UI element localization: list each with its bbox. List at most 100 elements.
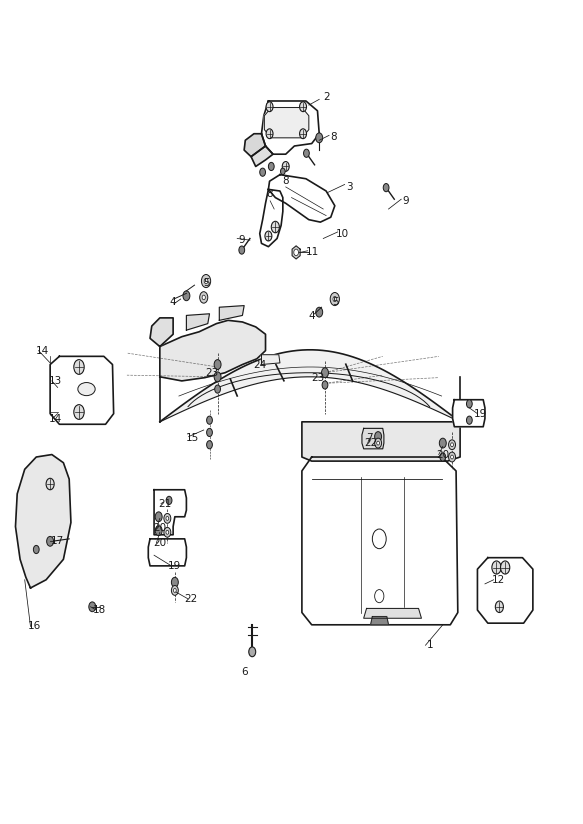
Circle shape bbox=[451, 442, 454, 447]
Circle shape bbox=[304, 149, 310, 157]
Circle shape bbox=[204, 279, 208, 283]
Text: 9: 9 bbox=[402, 196, 409, 206]
Polygon shape bbox=[362, 428, 384, 449]
Circle shape bbox=[206, 428, 212, 437]
Text: 7: 7 bbox=[366, 433, 373, 443]
Text: 23: 23 bbox=[205, 368, 219, 377]
Polygon shape bbox=[160, 350, 460, 422]
Polygon shape bbox=[452, 400, 485, 427]
Circle shape bbox=[322, 368, 328, 377]
Text: 14: 14 bbox=[36, 345, 48, 356]
Circle shape bbox=[330, 293, 339, 306]
Polygon shape bbox=[16, 455, 71, 588]
Text: 10: 10 bbox=[336, 228, 349, 239]
Polygon shape bbox=[50, 356, 114, 424]
Circle shape bbox=[33, 545, 39, 554]
Text: 5: 5 bbox=[203, 278, 209, 288]
Text: 16: 16 bbox=[28, 621, 41, 631]
Polygon shape bbox=[264, 108, 309, 138]
Polygon shape bbox=[302, 422, 460, 461]
Circle shape bbox=[375, 432, 382, 442]
Circle shape bbox=[183, 291, 190, 301]
Polygon shape bbox=[244, 133, 265, 157]
Circle shape bbox=[451, 455, 454, 459]
Polygon shape bbox=[150, 318, 173, 347]
Polygon shape bbox=[148, 539, 187, 566]
Circle shape bbox=[214, 372, 221, 382]
Circle shape bbox=[383, 184, 389, 192]
Text: 8: 8 bbox=[282, 176, 289, 186]
Circle shape bbox=[316, 307, 322, 317]
Circle shape bbox=[300, 129, 307, 138]
Text: 22: 22 bbox=[364, 438, 378, 448]
Circle shape bbox=[47, 536, 54, 546]
Polygon shape bbox=[371, 616, 388, 625]
Circle shape bbox=[333, 297, 336, 302]
Circle shape bbox=[89, 602, 96, 611]
Circle shape bbox=[266, 129, 273, 138]
Circle shape bbox=[316, 133, 322, 143]
Circle shape bbox=[501, 561, 510, 574]
Polygon shape bbox=[187, 314, 209, 330]
Circle shape bbox=[171, 578, 178, 588]
Circle shape bbox=[492, 561, 501, 574]
Text: 20: 20 bbox=[436, 450, 449, 460]
Circle shape bbox=[174, 588, 176, 592]
Circle shape bbox=[171, 586, 178, 595]
Polygon shape bbox=[260, 190, 283, 246]
Polygon shape bbox=[261, 101, 319, 154]
Text: 6: 6 bbox=[241, 667, 247, 677]
Text: 22: 22 bbox=[184, 593, 197, 604]
Circle shape bbox=[46, 478, 54, 489]
Polygon shape bbox=[160, 321, 265, 381]
Circle shape bbox=[448, 452, 455, 462]
Circle shape bbox=[260, 168, 265, 176]
Circle shape bbox=[375, 590, 384, 602]
Circle shape bbox=[265, 231, 272, 241]
Ellipse shape bbox=[78, 382, 95, 396]
Text: 4: 4 bbox=[308, 311, 315, 321]
Polygon shape bbox=[219, 306, 244, 321]
Circle shape bbox=[448, 440, 455, 450]
Circle shape bbox=[215, 385, 220, 393]
Circle shape bbox=[202, 295, 205, 300]
Circle shape bbox=[155, 526, 162, 536]
Circle shape bbox=[466, 400, 472, 408]
Text: 2: 2 bbox=[323, 92, 329, 102]
Polygon shape bbox=[251, 146, 273, 166]
Text: 23: 23 bbox=[311, 372, 324, 382]
Polygon shape bbox=[154, 489, 187, 535]
Text: 12: 12 bbox=[491, 575, 505, 585]
Circle shape bbox=[206, 416, 212, 424]
Circle shape bbox=[214, 359, 221, 369]
Text: 9: 9 bbox=[238, 235, 245, 245]
Text: 13: 13 bbox=[50, 376, 62, 386]
Text: 17: 17 bbox=[51, 536, 64, 546]
Text: 24: 24 bbox=[253, 359, 266, 369]
Circle shape bbox=[155, 512, 162, 522]
Circle shape bbox=[266, 102, 273, 111]
Text: 20: 20 bbox=[153, 538, 166, 548]
Circle shape bbox=[373, 529, 386, 549]
Circle shape bbox=[166, 517, 168, 521]
Circle shape bbox=[322, 381, 328, 389]
Text: 20: 20 bbox=[153, 523, 166, 533]
Circle shape bbox=[294, 249, 298, 255]
Circle shape bbox=[377, 441, 380, 445]
Circle shape bbox=[440, 438, 446, 448]
Circle shape bbox=[239, 246, 245, 254]
Polygon shape bbox=[302, 457, 458, 625]
Circle shape bbox=[74, 359, 84, 374]
Circle shape bbox=[280, 168, 285, 175]
Circle shape bbox=[466, 416, 472, 424]
Text: 4: 4 bbox=[170, 297, 177, 307]
Circle shape bbox=[249, 647, 256, 657]
Text: 14: 14 bbox=[50, 414, 62, 424]
Circle shape bbox=[200, 292, 208, 303]
Circle shape bbox=[164, 527, 171, 537]
Circle shape bbox=[164, 513, 171, 523]
Text: 8: 8 bbox=[266, 190, 273, 199]
Text: 3: 3 bbox=[346, 182, 353, 192]
Circle shape bbox=[166, 531, 168, 534]
Polygon shape bbox=[292, 246, 300, 259]
